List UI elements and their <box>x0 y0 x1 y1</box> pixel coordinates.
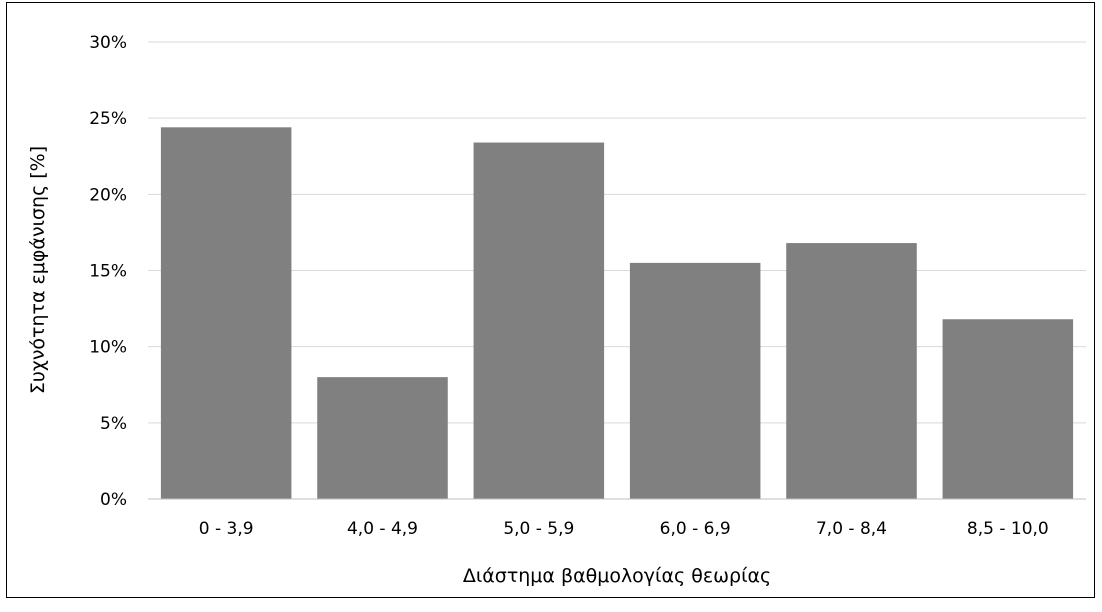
y-tick-label: 20% <box>89 185 127 205</box>
x-tick-label: 5,0 - 5,9 <box>503 519 574 539</box>
gridlines <box>148 41 1086 424</box>
y-tick-label: 10% <box>89 338 127 358</box>
y-axis-title: Συχνότητα εμφάνισης [%] <box>27 146 49 394</box>
x-tick-label: 7,0 - 8,4 <box>816 519 887 539</box>
y-tick-label: 15% <box>89 262 127 282</box>
bar <box>942 319 1074 499</box>
x-tick-label: 0 - 3,9 <box>199 519 254 539</box>
y-tick-label: 0% <box>100 490 127 510</box>
x-tick-labels: 0 - 3,9 4,0 - 4,9 5,0 - 5,9 6,0 - 6,9 7,0 - … <box>199 519 1049 539</box>
y-tick-label: 5% <box>100 414 127 434</box>
bar <box>786 243 917 499</box>
bars <box>160 127 1074 500</box>
bar <box>629 262 761 499</box>
x-tick-label: 6,0 - 6,9 <box>660 519 731 539</box>
bar <box>160 127 292 499</box>
bar <box>473 142 605 500</box>
y-tick-labels: 0% 5% 10% 15% 20% 25% 30% <box>89 33 127 510</box>
bar <box>317 377 448 499</box>
y-tick-label: 25% <box>89 109 127 129</box>
y-tick-label: 30% <box>89 33 127 53</box>
x-axis-title: Διάστημα βαθμολογίας θεωρίας <box>463 565 771 587</box>
x-tick-label: 8,5 - 10,0 <box>967 519 1049 539</box>
x-tick-label: 4,0 - 4,9 <box>347 519 418 539</box>
